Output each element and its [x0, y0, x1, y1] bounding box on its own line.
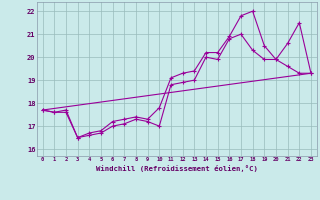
- X-axis label: Windchill (Refroidissement éolien,°C): Windchill (Refroidissement éolien,°C): [96, 165, 258, 172]
